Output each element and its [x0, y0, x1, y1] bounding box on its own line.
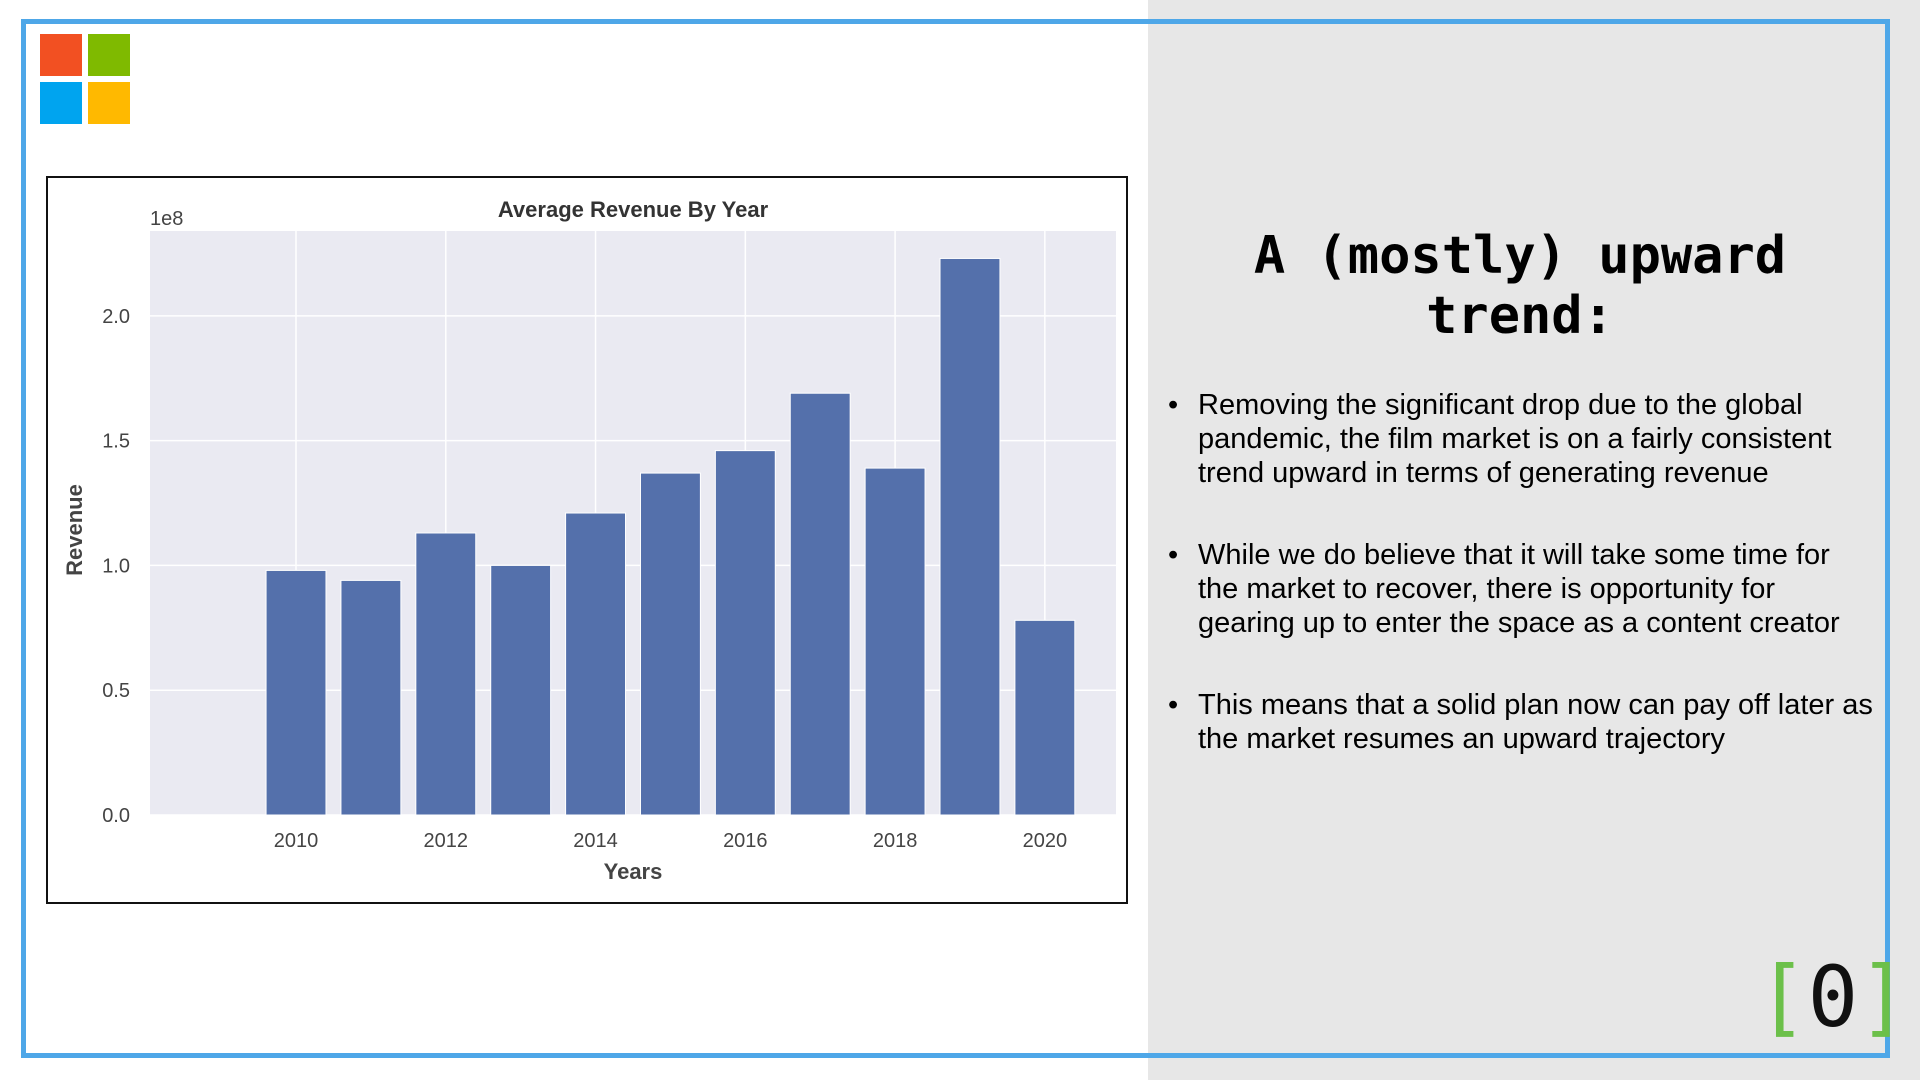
y-tick-labels: 0.0 0.5 1.0 1.5 2.0 — [102, 306, 130, 827]
bullet-text: This means that a solid plan now can pay… — [1198, 689, 1873, 755]
bar-2011 — [340, 579, 402, 816]
bar-2015 — [639, 472, 701, 816]
bar-2016 — [714, 450, 776, 816]
bar-2010 — [265, 569, 327, 816]
bullet-dot: • — [1168, 539, 1179, 571]
logo-green-square — [88, 34, 130, 76]
chart-container: 2010 2012 2014 2016 2018 2020 0.0 0.5 1.0 1.5 2.0… — [46, 176, 1128, 904]
y-tick-label: 1.5 — [102, 431, 130, 453]
logo-blue-square — [40, 82, 82, 124]
bullet-item: • While we do believe that it will take s… — [1168, 538, 1878, 640]
x-tick-label: 2010 — [274, 830, 319, 852]
bullet-text: Removing the significant drop due to the… — [1198, 389, 1832, 489]
bar-2013 — [490, 564, 552, 816]
y-tick-label: 0.0 — [102, 805, 130, 827]
bar-2017 — [789, 392, 851, 816]
y-axis-label: Revenue — [62, 484, 87, 576]
logo-yellow-square — [88, 82, 130, 124]
bar-2018 — [864, 467, 926, 816]
bar-2014 — [565, 512, 627, 816]
y-tick-label: 2.0 — [102, 306, 130, 328]
bars — [265, 257, 1076, 816]
slide-heading: A (mostly) upward trend: — [1253, 226, 1787, 346]
logo-left-bracket: [ — [1757, 948, 1808, 1046]
y-tick-label: 0.5 — [102, 680, 130, 702]
bullet-item: • This means that a solid plan now can pa… — [1168, 688, 1878, 756]
x-tick-labels: 2010 2012 2014 2016 2018 2020 — [274, 830, 1067, 852]
logo-zero: 0 — [1807, 948, 1859, 1046]
x-tick-label: 2016 — [723, 830, 768, 852]
logo-red-square — [40, 34, 82, 76]
x-tick-label: 2014 — [573, 830, 618, 852]
bullet-item: • Removing the significant drop due to th… — [1168, 388, 1878, 490]
bullet-list: • Removing the significant drop due to th… — [1168, 388, 1878, 804]
x-axis-label: Years — [604, 859, 663, 884]
bar-2020 — [1014, 619, 1076, 816]
y-tick-label: 1.0 — [102, 555, 130, 577]
bullet-dot: • — [1168, 689, 1179, 721]
bracket-zero-logo: [0] — [1757, 952, 1909, 1042]
bar-2012 — [415, 532, 477, 816]
bullet-text: While we do believe that it will take so… — [1198, 539, 1840, 639]
y-offset-label: 1e8 — [150, 208, 183, 230]
bar-2019 — [939, 257, 1001, 816]
x-tick-label: 2012 — [424, 830, 469, 852]
chart-title: Average Revenue By Year — [498, 197, 769, 222]
logo-right-bracket: ] — [1858, 948, 1909, 1046]
slide-frame — [21, 19, 1890, 1058]
x-tick-label: 2020 — [1023, 830, 1068, 852]
bar-chart: 2010 2012 2014 2016 2018 2020 0.0 0.5 1.0 1.5 2.0… — [62, 197, 1116, 884]
right-panel — [1148, 0, 1920, 1080]
bullet-dot: • — [1168, 389, 1179, 421]
x-tick-label: 2018 — [873, 830, 918, 852]
microsoft-logo-icon — [40, 34, 130, 124]
